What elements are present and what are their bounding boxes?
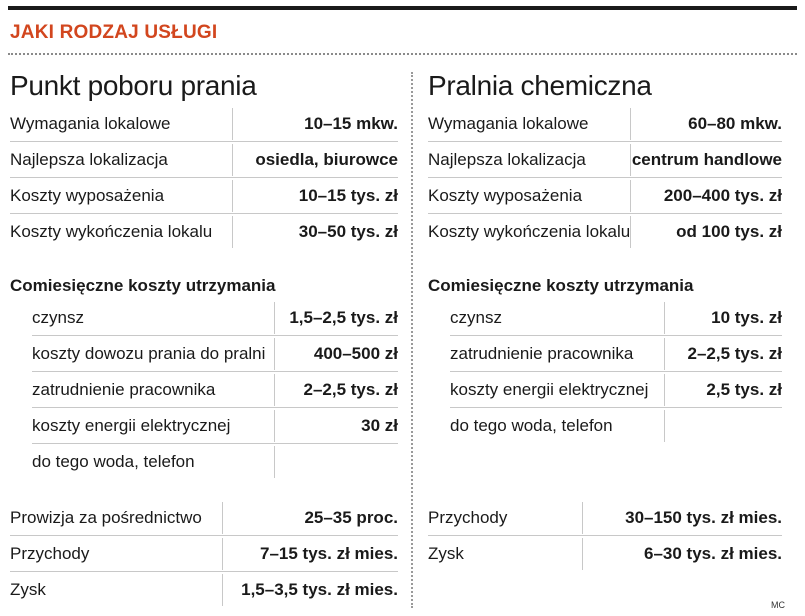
table-row: koszty dowozu prania do pralni 400–500 z… [10,336,398,372]
row-label: do tego woda, telefon [450,416,613,435]
row-label: koszty energii elektrycznej [32,416,231,435]
row-label: Przychody [428,508,508,527]
table-row: Wymagania lokalowe 10–15 mkw. [10,106,398,142]
row-value: 60–80 mkw. [688,114,782,133]
table-row: Koszty wykończenia lokalu 30–50 tys. zł [10,214,398,250]
row-value: 200–400 tys. zł [663,186,782,205]
table-row: Przychody 7–15 tys. zł mies. [10,536,398,572]
table-row: zatrudnienie pracownika 2–2,5 tys. zł [10,372,398,408]
row-label: zatrudnienie pracownika [450,344,634,363]
table-row: Przychody 30–150 tys. zł mies. [428,500,782,536]
table-row: koszty energii elektrycznej 30 zł [10,408,398,444]
table-row: Koszty wyposażenia 200–400 tys. zł [428,178,782,214]
table-row: Koszty wyposażenia 10–15 tys. zł [10,178,398,214]
table-row: czynsz 10 tys. zł [428,300,782,336]
row-label: Koszty wykończenia lokalu [10,222,213,241]
table-row: koszty energii elektrycznej 2,5 tys. zł [428,372,782,408]
column-title: Punkt poboru prania [10,70,257,101]
row-value: 2–2,5 tys. zł [687,344,782,363]
row-label: Koszty wykończenia lokalu [428,222,631,241]
row-label: koszty dowozu prania do pralni [32,344,266,363]
row-label: Zysk [10,580,46,599]
row-label: Zysk [428,544,464,563]
header-divider [8,53,797,55]
row-label: czynsz [450,308,502,327]
table-row: do tego woda, telefon [10,444,398,480]
row-value: 1,5–2,5 tys. zł [289,308,398,327]
row-value: 1,5–3,5 tys. zł mies. [241,580,398,599]
row-value: 7–15 tys. zł mies. [260,544,398,563]
row-value: 10 tys. zł [711,308,782,327]
row-label: Koszty wyposażenia [428,186,583,205]
row-label: Prowizja za pośrednictwo [10,508,202,527]
row-label: Najlepsza lokalizacja [10,150,168,169]
row-value: 10–15 tys. zł [298,186,398,205]
row-value: 30–150 tys. zł mies. [625,508,782,527]
row-value: 400–500 zł [313,344,398,363]
row-label: czynsz [32,308,84,327]
table-row: Zysk 6–30 tys. zł mies. [428,536,782,572]
row-value: od 100 tys. zł [676,222,782,241]
table-row: Najlepsza lokalizacja centrum handlowe [428,142,782,178]
row-value: 30 zł [361,416,398,435]
row-value: 30–50 tys. zł [298,222,398,241]
row-label: do tego woda, telefon [32,452,195,471]
column-title: Pralnia chemiczna [428,70,652,101]
row-label: Wymagania lokalowe [10,114,171,133]
row-label: Wymagania lokalowe [428,114,589,133]
column-divider [411,72,413,608]
infographic-title: JAKI RODZAJ USŁUGI [10,22,218,43]
top-rule [8,6,797,10]
row-label: Najlepsza lokalizacja [428,150,586,169]
table-row: Zysk 1,5–3,5 tys. zł mies. [10,572,398,608]
table-row: Koszty wykończenia lokalu od 100 tys. zł [428,214,782,250]
row-value: 6–30 tys. zł mies. [644,544,782,563]
row-value: centrum handlowe [631,150,782,169]
table-row: Prowizja za pośrednictwo 25–35 proc. [10,500,398,536]
author-credit: MC [771,600,785,610]
row-label: zatrudnienie pracownika [32,380,216,399]
row-label: koszty energii elektrycznej [450,380,649,399]
row-value: 25–35 proc. [304,508,398,527]
row-value: 2,5 tys. zł [706,380,782,399]
table-row: do tego woda, telefon [428,408,782,444]
row-label: Koszty wyposażenia [10,186,165,205]
row-value: 10–15 mkw. [304,114,398,133]
monthly-costs-heading: Comiesięczne koszty utrzymania [10,276,276,295]
table-row: Wymagania lokalowe 60–80 mkw. [428,106,782,142]
row-label: Przychody [10,544,90,563]
row-value: 2–2,5 tys. zł [303,380,398,399]
monthly-costs-heading: Comiesięczne koszty utrzymania [428,276,694,295]
table-row: czynsz 1,5–2,5 tys. zł [10,300,398,336]
table-row: zatrudnienie pracownika 2–2,5 tys. zł [428,336,782,372]
row-value: osiedla, biurowce [255,150,398,169]
table-row: Najlepsza lokalizacja osiedla, biurowce [10,142,398,178]
